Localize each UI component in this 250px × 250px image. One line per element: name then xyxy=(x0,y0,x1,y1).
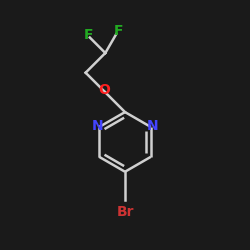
Text: O: O xyxy=(98,84,110,98)
Text: N: N xyxy=(91,119,103,133)
Text: F: F xyxy=(114,24,123,38)
Text: F: F xyxy=(84,28,94,42)
Text: N: N xyxy=(147,119,159,133)
Text: Br: Br xyxy=(116,204,134,218)
